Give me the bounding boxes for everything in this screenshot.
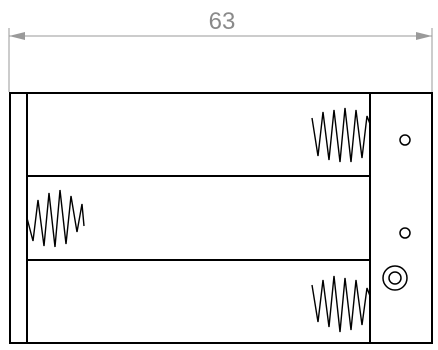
width-dimension: 63 xyxy=(8,8,433,92)
spring-bottom-icon xyxy=(311,275,371,333)
springs xyxy=(26,107,371,333)
dimension-label: 63 xyxy=(209,8,236,35)
dimension-arrow-right xyxy=(416,32,432,40)
mounting-hole-middle xyxy=(399,227,411,239)
mounting-hole-top xyxy=(399,134,411,146)
spring-top-icon xyxy=(311,107,371,163)
ring-terminal-inner xyxy=(388,271,402,285)
holder-outline xyxy=(9,92,433,344)
spring-middle-icon xyxy=(26,189,85,248)
terminal-block xyxy=(382,134,411,291)
dimension-arrow-left xyxy=(9,32,25,40)
holder-body xyxy=(9,92,433,344)
